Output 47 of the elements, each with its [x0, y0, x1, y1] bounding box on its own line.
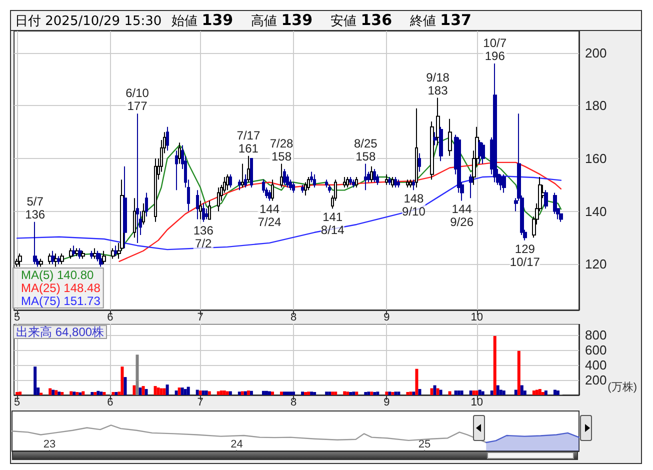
annotation: 6/10 177	[126, 86, 150, 114]
y-tick-label: 800	[585, 328, 607, 343]
x-tick-label: 25	[418, 438, 431, 450]
annotation: 7/17 161	[236, 128, 260, 156]
x-tick-label: 9	[384, 312, 390, 324]
x-tick-label: 24	[230, 438, 243, 450]
annotation: 141 8/14	[320, 210, 345, 238]
x-tick-label: 8	[290, 312, 297, 324]
annotation: 10/7 196	[483, 36, 507, 63]
annotation: 7/28 158	[270, 136, 294, 164]
text: 終値 137	[410, 11, 472, 29]
annotation: 9/18 183	[426, 70, 450, 98]
x-tick-label: 5	[14, 312, 20, 324]
annotation: 129 10/17	[510, 242, 540, 269]
annotation: 148 9/10	[402, 192, 426, 219]
x-tick-label: 7	[197, 312, 204, 324]
text: 始値 139	[172, 11, 234, 29]
y-tick-label: 180	[585, 98, 607, 114]
text: 高値 139	[251, 11, 314, 29]
y-tick-label: 200	[585, 45, 607, 60]
x-tick-label: 8	[290, 396, 297, 408]
chart-title: 日付 2025/10/29 15:30	[15, 14, 162, 29]
y-tick-label: 200	[585, 372, 607, 388]
annotation: 144 7/24	[258, 202, 282, 230]
y-tick-label: 160	[585, 150, 607, 166]
x-tick-label: 5	[14, 396, 20, 408]
text: 安値 136	[330, 11, 394, 29]
chart-title: 出来高 64,800株	[16, 325, 104, 339]
y-tick-label: 140	[585, 204, 607, 219]
annotation: 136 7/2	[193, 223, 214, 250]
x-tick-label: 10	[470, 312, 483, 324]
series-label: MA(5) 140.80	[21, 268, 94, 282]
x-tick-label: 7	[197, 396, 204, 408]
y-tick-label: 120	[585, 256, 607, 272]
annotation: 144 9/26	[450, 202, 474, 230]
text: MA(25) 148.48	[21, 281, 101, 295]
x-tick-label: 9	[384, 396, 390, 408]
annotation: 5/7 136	[25, 194, 46, 222]
y-axis-title: (万株)	[608, 380, 637, 394]
text: MA(75) 151.73	[21, 294, 101, 308]
x-tick-label: 23	[43, 438, 56, 450]
annotation: 8/25 158	[354, 136, 378, 164]
x-tick-label: 6	[107, 312, 114, 324]
x-tick-label: 6	[107, 396, 114, 408]
y-tick-label: 600	[585, 342, 607, 358]
y-tick-label: 400	[585, 358, 607, 373]
x-tick-label: 10	[470, 396, 483, 408]
